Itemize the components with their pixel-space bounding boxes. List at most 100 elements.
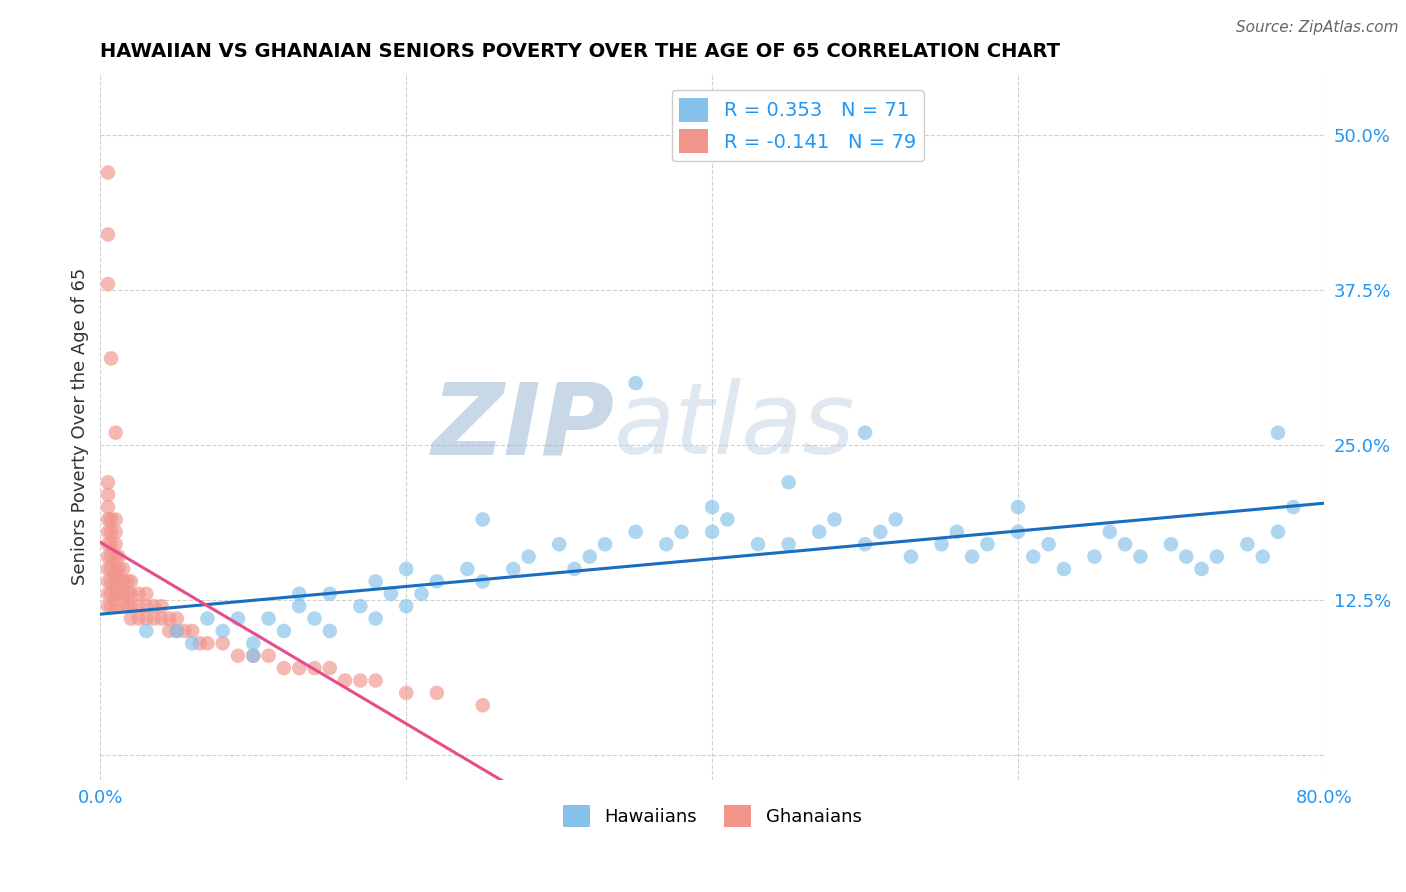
Point [97,587,120,601]
Point [120,587,142,601]
Point [900,549,922,564]
Point [853,537,876,551]
Point [112,562,135,576]
Point [502,562,524,576]
Point [166,624,188,638]
Point [188,636,211,650]
Point [150,611,173,625]
Text: Source: ZipAtlas.com: Source: ZipAtlas.com [1236,20,1399,35]
Point [395,599,418,614]
Point [181,636,204,650]
Point [157,624,180,638]
Point [395,562,418,576]
Point [288,599,311,614]
Point [107,574,129,589]
Point [1098,524,1121,539]
Point [117,574,139,589]
Point [1083,549,1105,564]
Point [976,537,998,551]
Legend: Hawaiians, Ghanaians: Hawaiians, Ghanaians [555,797,869,834]
Point [593,537,616,551]
Point [128,611,150,625]
Point [226,648,249,663]
Point [100,562,122,576]
Point [884,512,907,526]
Point [97,277,120,291]
Point [1129,549,1152,564]
Point [456,562,478,576]
Text: HAWAIIAN VS GHANAIAN SENIORS POVERTY OVER THE AGE OF 65 CORRELATION CHART: HAWAIIAN VS GHANAIAN SENIORS POVERTY OVE… [100,42,1060,61]
Point [104,537,127,551]
Point [135,599,157,614]
Point [1007,500,1029,514]
Point [117,587,139,601]
Point [1251,549,1274,564]
Point [100,587,122,601]
Point [931,537,953,551]
Point [166,611,188,625]
Point [333,673,356,688]
Point [304,611,326,625]
Point [778,475,800,490]
Point [97,537,120,551]
Point [364,574,387,589]
Point [104,587,127,601]
Point [135,587,157,601]
Point [97,574,120,589]
Point [349,673,371,688]
Point [1205,549,1227,564]
Point [104,599,127,614]
Point [1236,537,1258,551]
Point [548,537,571,551]
Point [1114,537,1136,551]
Point [242,636,264,650]
Point [97,500,120,514]
Point [142,611,165,625]
Point [100,574,122,589]
Point [107,587,129,601]
Point [1267,425,1289,440]
Point [104,425,127,440]
Point [97,524,120,539]
Point [104,549,127,564]
Point [273,661,295,675]
Point [517,549,540,564]
Point [211,624,233,638]
Point [1282,500,1305,514]
Point [1053,562,1076,576]
Point [471,574,494,589]
Point [100,524,122,539]
Text: atlas: atlas [614,378,856,475]
Point [1038,537,1060,551]
Point [257,648,280,663]
Point [319,587,342,601]
Point [288,661,311,675]
Point [112,574,135,589]
Point [97,562,120,576]
Point [242,648,264,663]
Point [471,512,494,526]
Point [226,611,249,625]
Point [578,549,600,564]
Point [197,636,219,650]
Point [671,524,693,539]
Point [197,611,219,625]
Point [380,587,402,601]
Point [624,524,647,539]
Point [112,599,135,614]
Point [1191,562,1213,576]
Point [426,574,449,589]
Point [319,624,342,638]
Point [1160,537,1182,551]
Point [97,512,120,526]
Point [104,524,127,539]
Point [150,599,173,614]
Point [135,624,157,638]
Point [716,512,738,526]
Point [100,351,122,366]
Point [142,599,165,614]
Point [97,227,120,242]
Point [104,512,127,526]
Point [181,624,204,638]
Point [319,661,342,675]
